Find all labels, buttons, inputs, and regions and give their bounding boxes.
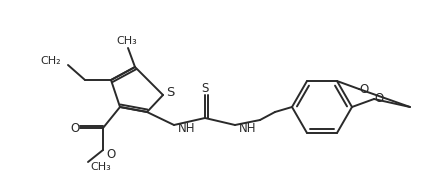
Text: O: O bbox=[375, 93, 384, 106]
Text: S: S bbox=[166, 85, 174, 98]
Text: CH₃: CH₃ bbox=[117, 36, 137, 46]
Text: O: O bbox=[359, 83, 369, 96]
Text: NH: NH bbox=[239, 122, 257, 135]
Text: O: O bbox=[70, 122, 80, 135]
Text: O: O bbox=[106, 148, 115, 161]
Text: CH₃: CH₃ bbox=[90, 162, 111, 172]
Text: NH: NH bbox=[178, 122, 195, 135]
Text: S: S bbox=[201, 82, 209, 96]
Text: CH₂: CH₂ bbox=[40, 56, 61, 66]
